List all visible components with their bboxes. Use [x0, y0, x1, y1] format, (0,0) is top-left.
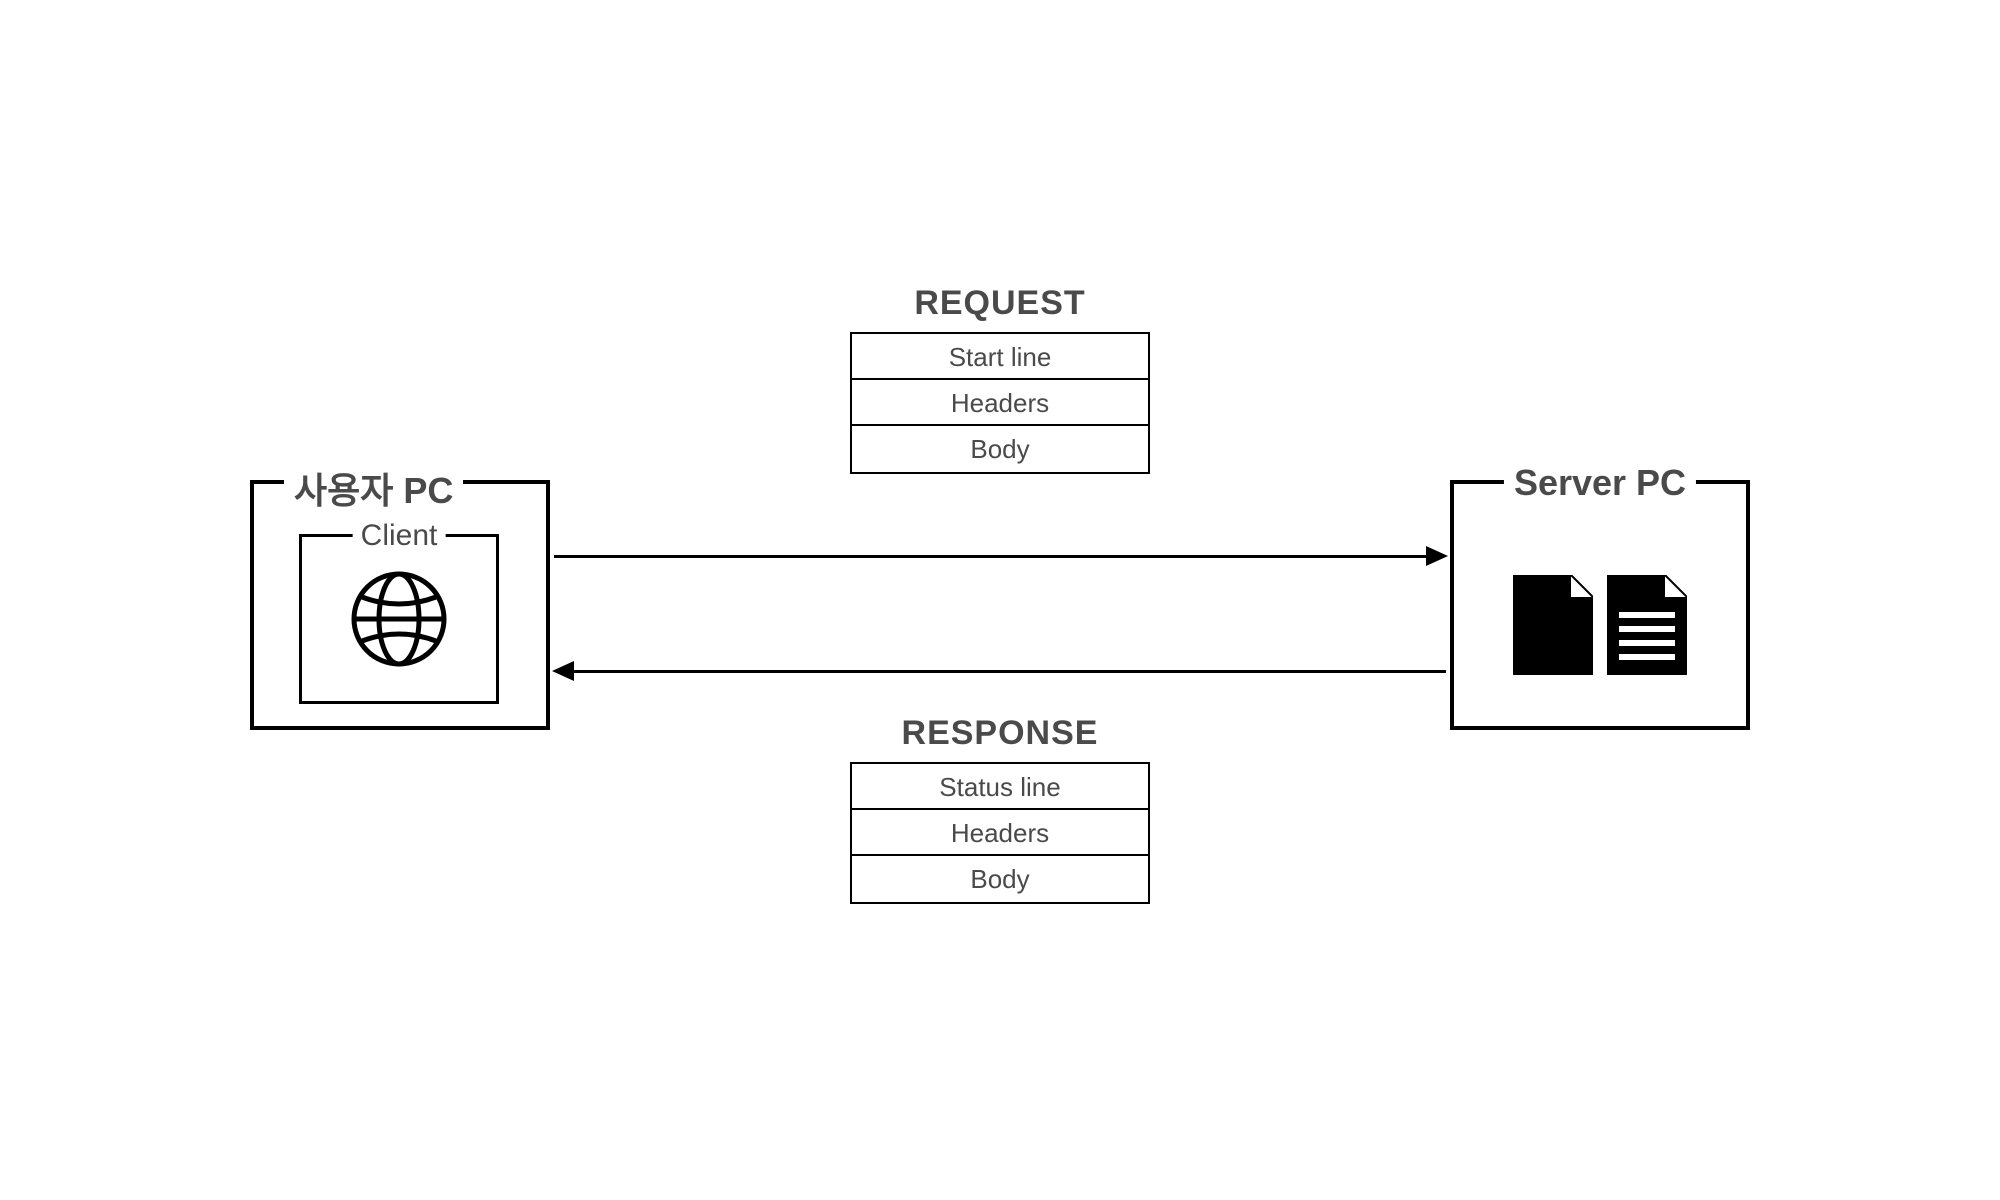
response-arrow-head	[552, 661, 574, 681]
file-solid-icon	[1513, 575, 1593, 675]
response-arrow-line	[572, 670, 1446, 673]
globe-icon	[349, 569, 449, 669]
request-arrow-head	[1426, 546, 1448, 566]
response-title: RESPONSE	[902, 714, 1099, 753]
server-box-label: Server PC	[1504, 462, 1696, 504]
request-table: Start line Headers Body	[850, 332, 1150, 474]
client-inner-box: Client	[299, 534, 499, 704]
request-title: REQUEST	[914, 284, 1085, 323]
response-row-0: Status line	[852, 764, 1148, 810]
response-row-2: Body	[852, 856, 1148, 902]
client-box: 사용자 PC Client	[250, 480, 550, 730]
request-arrow-line	[554, 555, 1428, 558]
client-box-label: 사용자 PC	[284, 462, 463, 514]
response-table: Status line Headers Body	[850, 762, 1150, 904]
server-box: Server PC	[1450, 480, 1750, 730]
client-inner-label: Client	[353, 519, 446, 553]
request-row-1: Headers	[852, 380, 1148, 426]
request-row-0: Start line	[852, 334, 1148, 380]
file-lines-icon	[1607, 575, 1687, 675]
response-row-1: Headers	[852, 810, 1148, 856]
request-row-2: Body	[852, 426, 1148, 472]
